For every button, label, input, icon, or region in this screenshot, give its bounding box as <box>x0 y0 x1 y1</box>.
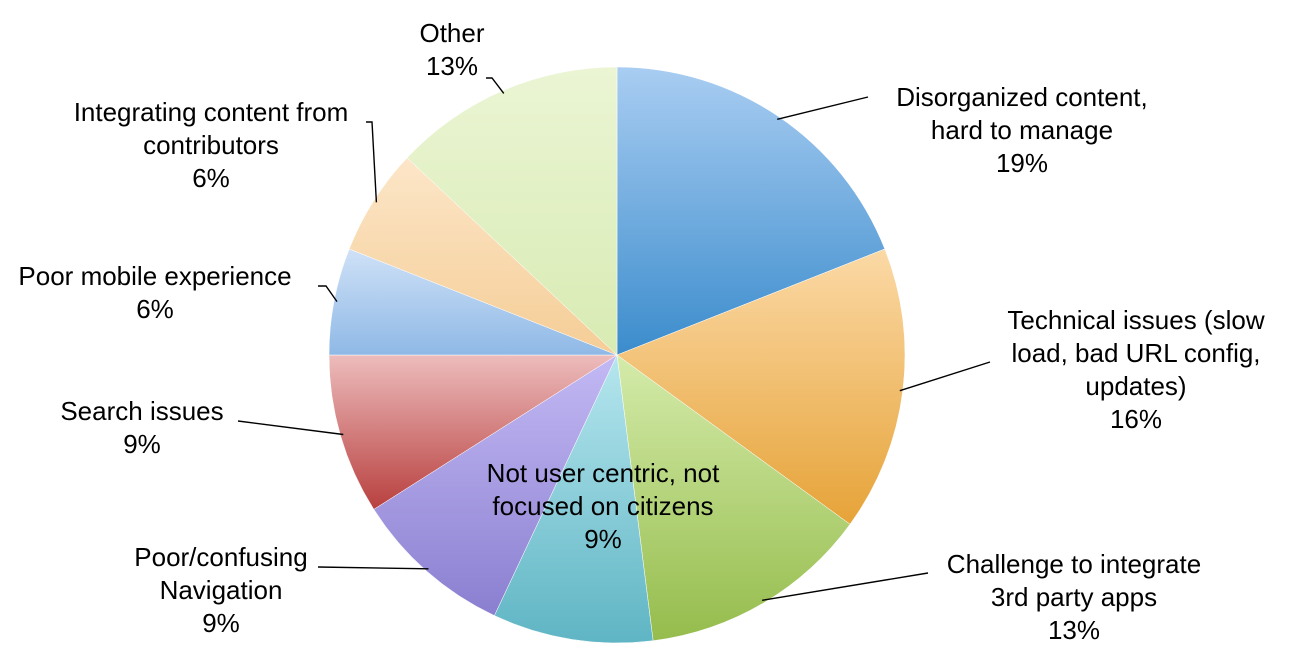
slice-label-4: Poor/confusing Navigation 9% <box>134 542 307 638</box>
slice-labels: Disorganized content, hard to manage 19% Te… <box>18 18 1264 645</box>
slice-label-7: Integrating content from contributors 6% <box>74 97 349 193</box>
slice-value-8: 13% <box>426 51 478 81</box>
slice-label-3: Not user centric, not focused on citizens… <box>487 458 720 554</box>
slice-value-2: 13% <box>1048 615 1100 645</box>
leader-line-0 <box>777 96 869 120</box>
leader-line-2 <box>761 572 929 601</box>
slice-label-line-1-2: updates) <box>1085 371 1186 401</box>
slice-label-line-8-0: Other <box>419 18 484 48</box>
slice-label-line-4-1: Navigation <box>160 575 283 605</box>
slice-value-0: 19% <box>996 148 1048 178</box>
slice-label-line-0-0: Disorganized content, <box>896 82 1147 112</box>
slice-label-line-3-0: Not user centric, not <box>487 458 720 488</box>
slice-label-0: Disorganized content, hard to manage 19% <box>896 82 1147 178</box>
slice-label-line-6-0: Poor mobile experience <box>18 261 291 291</box>
slice-value-4: 9% <box>202 608 240 638</box>
slice-label-5: Search issues 9% <box>60 396 223 459</box>
slice-label-line-2-1: 3rd party apps <box>991 582 1157 612</box>
pie-slice-5 <box>328 354 618 510</box>
slice-label-6: Poor mobile experience 6% <box>18 261 291 324</box>
slice-label-line-1-0: Technical issues (slow <box>1007 305 1264 335</box>
leader-line-4 <box>317 566 429 570</box>
pie-slice-3 <box>494 354 654 644</box>
leader-line-5 <box>237 420 344 436</box>
pie-slice-2 <box>616 354 851 642</box>
leader-lines <box>237 77 991 601</box>
pie-slices <box>328 66 906 644</box>
slice-value-5: 9% <box>123 429 161 459</box>
slice-value-1: 16% <box>1110 404 1162 434</box>
slice-label-line-2-0: Challenge to integrate <box>947 549 1201 579</box>
slice-label-line-7-1: contributors <box>143 130 279 160</box>
slice-value-3: 9% <box>584 524 622 554</box>
slice-label-line-1-1: load, bad URL config, <box>1011 338 1260 368</box>
slice-label-line-7-0: Integrating content from <box>74 97 349 127</box>
slice-label-1: Technical issues (slow load, bad URL conf… <box>1007 305 1264 434</box>
pie-slice-0 <box>616 66 886 356</box>
slice-label-8: Other 13% <box>419 18 484 81</box>
slice-value-6: 6% <box>136 294 174 324</box>
slice-label-line-0-1: hard to manage <box>931 115 1113 145</box>
slice-label-line-4-0: Poor/confusing <box>134 542 307 572</box>
leader-line-1 <box>899 361 991 392</box>
pie-slice-1 <box>616 248 906 525</box>
leader-line-6 <box>318 285 338 303</box>
slice-label-2: Challenge to integrate 3rd party apps 13% <box>947 549 1201 645</box>
slice-label-line-5-0: Search issues <box>60 396 223 426</box>
slice-value-7: 6% <box>192 163 230 193</box>
leader-line-7 <box>366 121 378 203</box>
pie-slice-4 <box>373 354 618 616</box>
slice-label-line-3-1: focused on citizens <box>492 491 713 521</box>
leader-line-8 <box>486 77 505 94</box>
